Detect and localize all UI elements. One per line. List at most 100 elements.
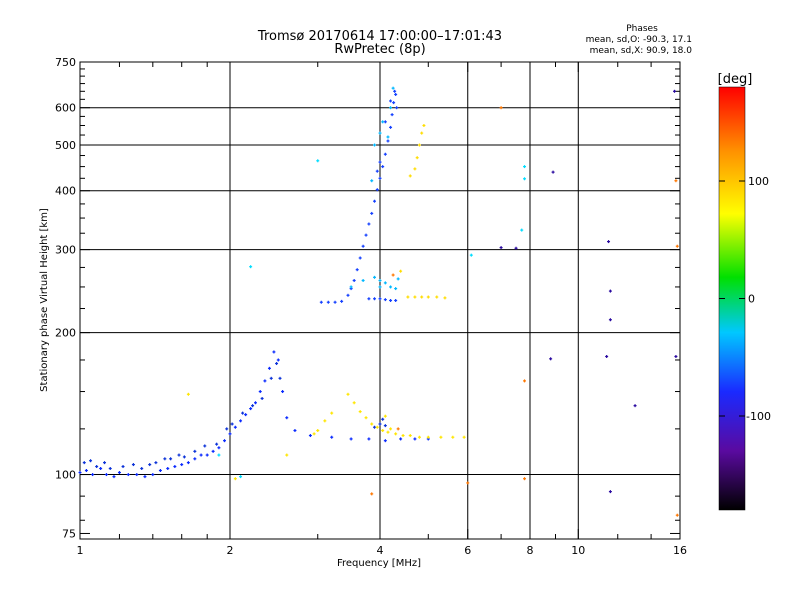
echo-point bbox=[378, 278, 382, 282]
echo-point bbox=[173, 465, 177, 469]
echo-point bbox=[233, 477, 237, 481]
echo-point bbox=[406, 295, 410, 299]
echo-point bbox=[383, 120, 387, 124]
phase-stats-o: mean, sd,O: -90.3, 17.1 bbox=[586, 35, 692, 45]
echo-point bbox=[258, 390, 262, 394]
echo-point bbox=[228, 432, 232, 436]
echo-point bbox=[251, 404, 255, 408]
colorbar-label: [deg] bbox=[718, 72, 753, 87]
echo-point bbox=[389, 285, 393, 289]
echo-point bbox=[316, 159, 320, 163]
echo-point bbox=[205, 453, 209, 457]
echo-point bbox=[225, 427, 229, 431]
echo-point bbox=[239, 475, 243, 479]
echo-point bbox=[462, 435, 466, 439]
echo-point bbox=[275, 362, 279, 366]
echo-point bbox=[389, 106, 393, 110]
echo-point bbox=[249, 407, 253, 411]
echo-point bbox=[112, 475, 116, 479]
echo-point bbox=[420, 131, 424, 135]
echo-point bbox=[378, 160, 382, 164]
echo-point bbox=[253, 401, 257, 405]
echo-point bbox=[364, 233, 368, 237]
echo-point bbox=[417, 143, 421, 147]
echo-point bbox=[378, 176, 382, 180]
echo-point bbox=[373, 143, 377, 147]
echo-point bbox=[426, 435, 430, 439]
echo-point bbox=[285, 416, 289, 420]
echo-point bbox=[381, 417, 385, 421]
echo-point bbox=[355, 268, 359, 272]
echo-point bbox=[375, 425, 379, 429]
echo-point bbox=[608, 490, 612, 494]
echo-point bbox=[203, 444, 207, 448]
echo-point bbox=[308, 434, 312, 438]
echo-point bbox=[154, 461, 158, 465]
echo-point bbox=[223, 439, 227, 443]
echo-point bbox=[383, 424, 387, 428]
echo-point bbox=[674, 179, 678, 183]
echo-point bbox=[340, 299, 344, 303]
echo-point bbox=[607, 240, 611, 244]
echo-point bbox=[523, 379, 527, 383]
echo-point bbox=[394, 287, 398, 291]
echo-point bbox=[413, 437, 417, 441]
echo-point bbox=[383, 298, 387, 302]
x-tick-labels: 1 2 4 6 8 10 16 bbox=[77, 544, 688, 557]
echo-point bbox=[333, 300, 337, 304]
echo-points bbox=[78, 86, 679, 517]
echo-point bbox=[326, 300, 330, 304]
echo-point bbox=[389, 427, 393, 431]
y-axis-label: Stationary phase Virtual Height [km] bbox=[39, 208, 50, 392]
echo-point bbox=[386, 430, 390, 434]
echo-point bbox=[199, 453, 203, 457]
echo-point bbox=[330, 435, 334, 439]
echo-point bbox=[293, 429, 297, 433]
echo-point bbox=[675, 513, 679, 517]
echo-point bbox=[378, 131, 382, 135]
echo-point bbox=[361, 244, 365, 248]
echo-point bbox=[140, 467, 144, 471]
echo-point bbox=[346, 392, 350, 396]
colorbar-tick-label: -100 bbox=[746, 410, 771, 423]
x-axis-label: Frequency [MHz] bbox=[337, 558, 421, 569]
echo-point bbox=[364, 416, 368, 420]
echo-point bbox=[177, 453, 181, 457]
echo-point bbox=[373, 275, 377, 279]
echo-point bbox=[420, 295, 424, 299]
echo-point bbox=[381, 429, 385, 433]
echo-point bbox=[108, 467, 112, 471]
echo-point bbox=[89, 459, 93, 463]
echo-point bbox=[241, 411, 245, 415]
y-tick-label: 500 bbox=[55, 139, 76, 152]
echo-point bbox=[276, 358, 280, 362]
echo-point bbox=[394, 432, 398, 436]
echo-point bbox=[373, 425, 377, 429]
echo-point bbox=[608, 318, 612, 322]
echo-point bbox=[84, 469, 88, 473]
echo-point bbox=[352, 401, 356, 405]
echo-point bbox=[499, 246, 503, 250]
echo-point bbox=[413, 167, 417, 171]
echo-point bbox=[549, 357, 553, 361]
colorbar-ticks: 100 0 -100 bbox=[719, 175, 771, 423]
echo-point bbox=[408, 174, 412, 178]
echo-point bbox=[523, 177, 527, 181]
echo-point bbox=[186, 461, 190, 465]
echo-point bbox=[392, 101, 396, 105]
echo-point bbox=[389, 125, 393, 129]
echo-point bbox=[439, 435, 443, 439]
echo-point bbox=[390, 113, 394, 117]
y-tick-label: 200 bbox=[55, 327, 76, 340]
echo-point bbox=[383, 439, 387, 443]
echo-point bbox=[217, 453, 221, 457]
echo-point bbox=[352, 278, 356, 282]
echo-point bbox=[378, 285, 382, 289]
echo-point bbox=[435, 295, 439, 299]
x-tick-label: 10 bbox=[571, 544, 585, 557]
echo-point bbox=[514, 246, 518, 250]
echo-point bbox=[381, 165, 385, 169]
echo-point bbox=[211, 449, 215, 453]
echo-point bbox=[169, 457, 173, 461]
